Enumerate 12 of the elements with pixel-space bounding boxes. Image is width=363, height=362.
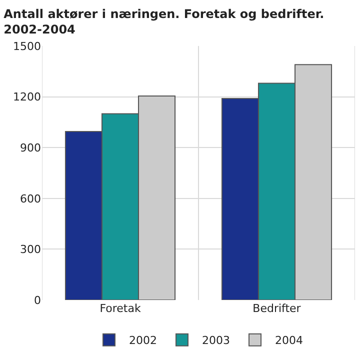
y-tick-label: 300: [20, 243, 41, 256]
y-tick-label: 600: [20, 192, 41, 206]
y-tick-label: 1200: [13, 90, 41, 104]
legend-label: 2004: [275, 334, 303, 348]
x-tick-label: Foretak: [100, 302, 142, 315]
x-tick-label: Bedrifter: [252, 302, 302, 315]
y-tick-label: 900: [20, 141, 41, 154]
legend-label: 2003: [202, 334, 230, 348]
legend-label: 2002: [129, 334, 157, 348]
chart-title: Antall aktører i næringen. Foretak og bedrifter. 2002-2004: [4, 7, 324, 37]
y-tick-label: 0: [34, 294, 41, 307]
y-tick-label: 1500: [13, 40, 41, 53]
